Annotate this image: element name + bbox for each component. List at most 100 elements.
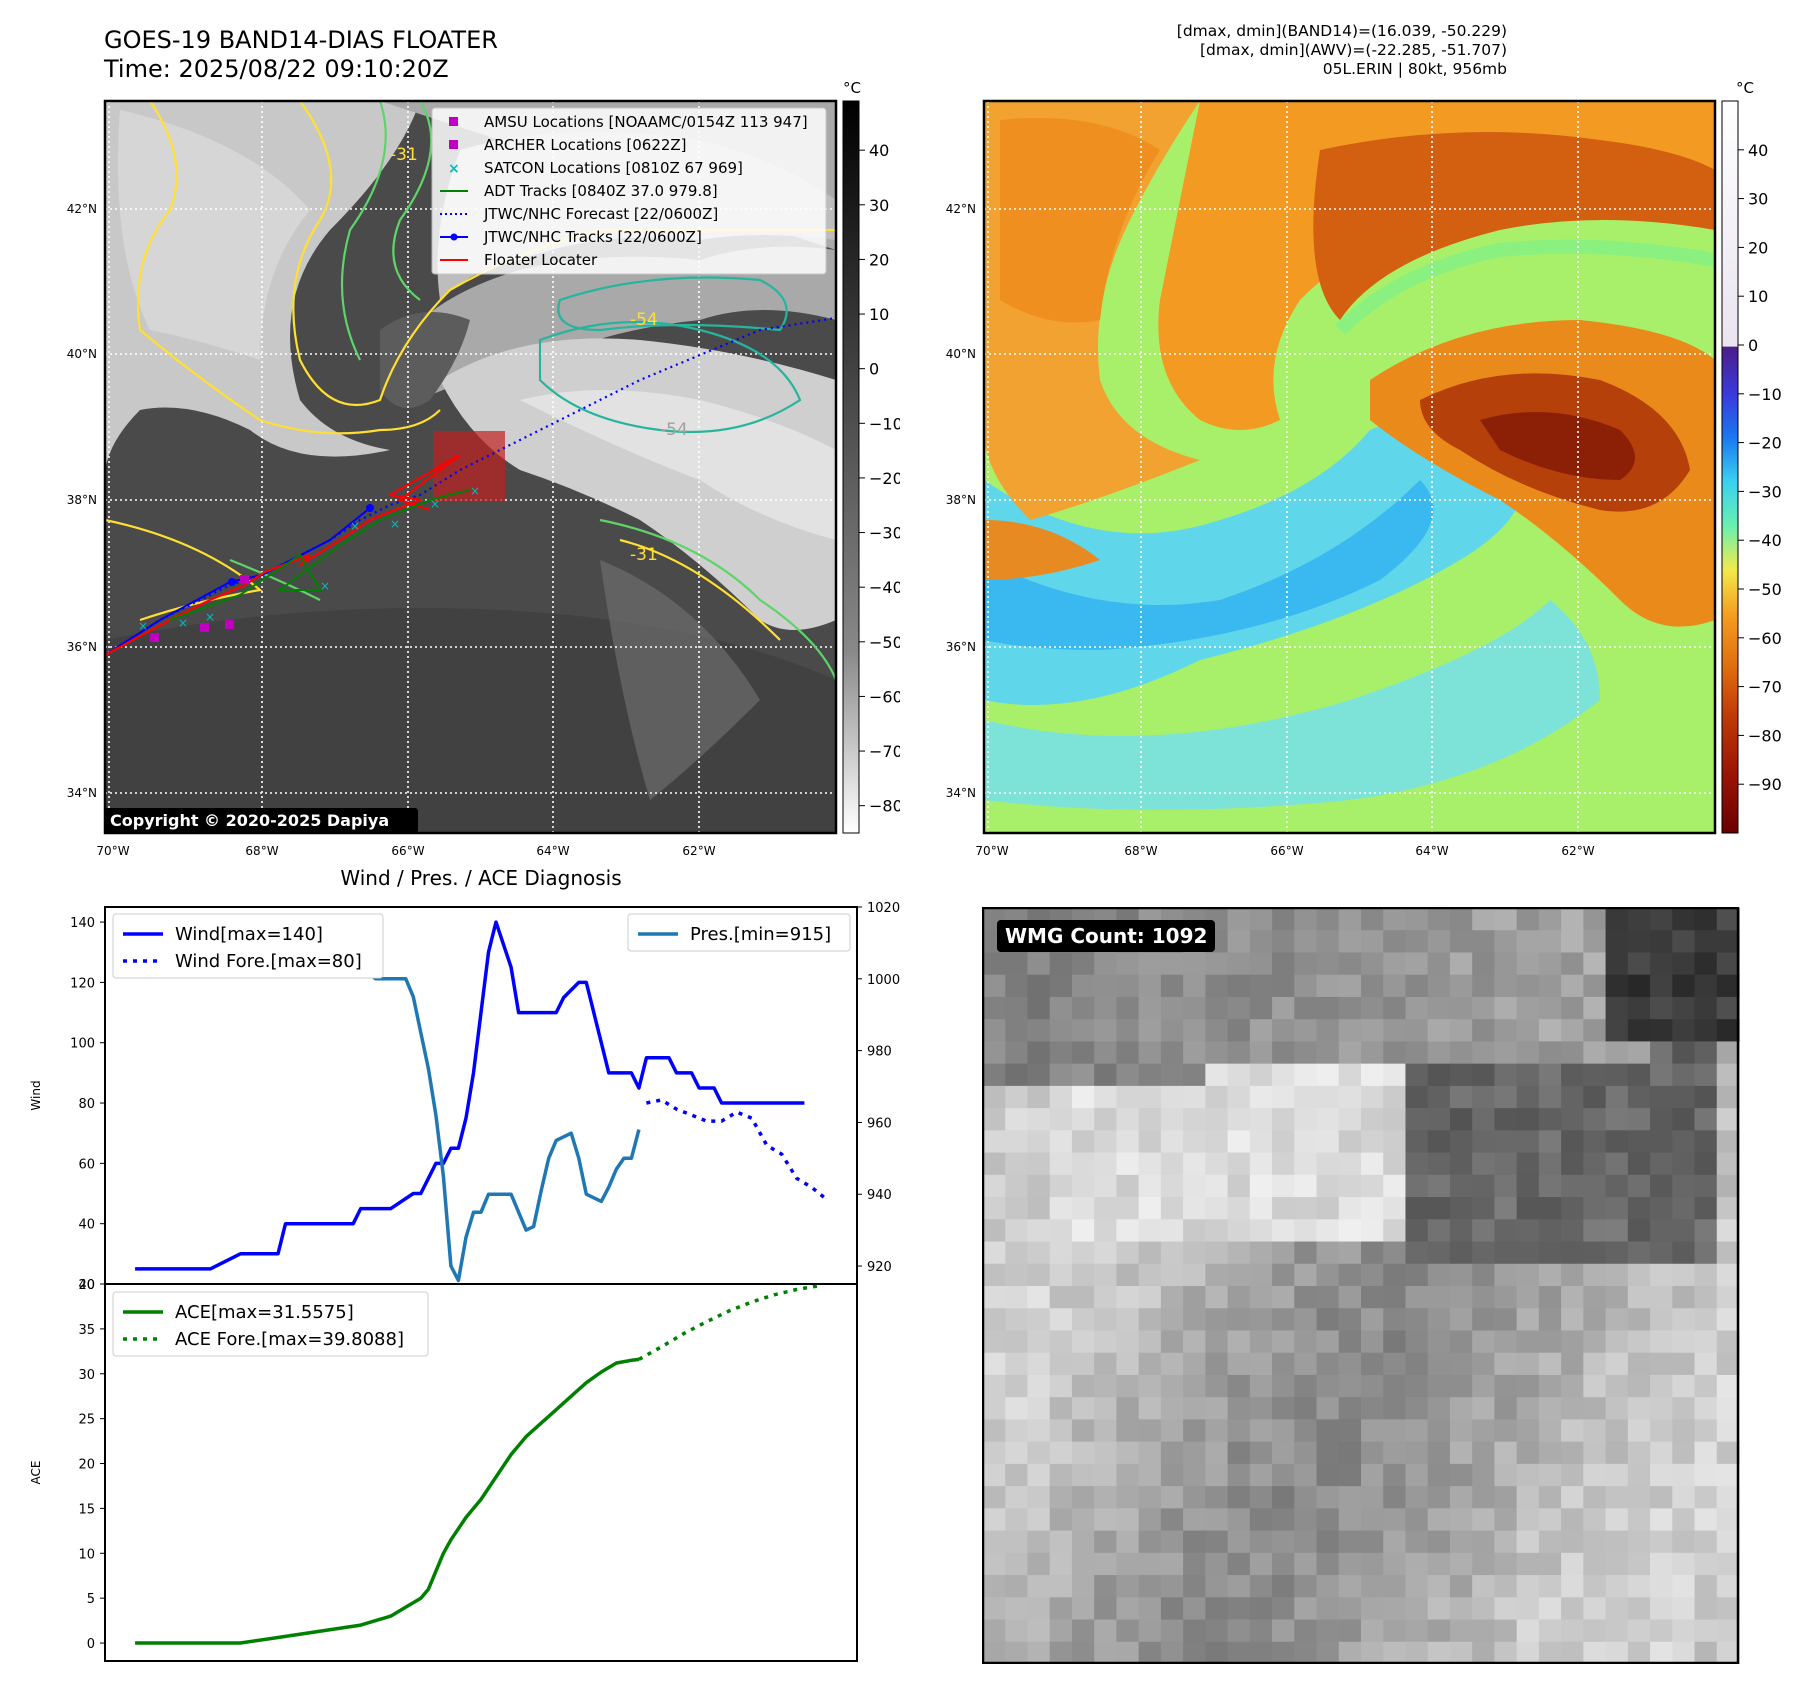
windAxes-ytick-right-4: 1000: [867, 973, 900, 988]
figure-title: GOES-19 BAND14-DIAS FLOATER Time: 2025/0…: [104, 26, 498, 84]
awv-map-panel: 42°N 40°N 38°N 36°N 34°N 70°W 68°W 66°W …: [946, 79, 1782, 858]
awvCbTicks-tick-11: −70: [1748, 678, 1782, 697]
legend-label-3: ADT Tracks [0840Z 37.0 979.8]: [484, 182, 718, 200]
svg-text:×: ×: [205, 610, 215, 624]
ir-lon-70: 70°W: [96, 844, 129, 858]
wmg-imagery: [983, 908, 1740, 1664]
windAxes-series-0: [135, 920, 805, 1271]
irCbTicks-tick-1: 30: [869, 196, 889, 215]
ir-gridlines: [105, 101, 836, 833]
ir-lon-68: 68°W: [245, 844, 278, 858]
wind-pressure-axes: 2040608010012014092094096098010001020Pre…: [29, 901, 900, 1293]
ir-map-panel: -31 -54 -31 -54 × × × × × × × × Copyright © 2…: [67, 79, 900, 858]
windAxes-ytick-1: 40: [78, 1218, 95, 1233]
legend-entry-6: Floater Locater: [440, 251, 598, 269]
irCbTicks-tick-3: 10: [869, 305, 889, 324]
ir-lon-64: 64°W: [536, 844, 569, 858]
ir-lon-labels: 70°W 68°W 66°W 64°W 62°W: [96, 844, 715, 858]
info-line-3: 05L.ERIN | 80kt, 956mb: [1322, 60, 1507, 78]
title-line-2: Time: 2025/08/22 09:10:20Z: [104, 55, 449, 83]
legend-entry-0: AMSU Locations [NOAAMC/0154Z 113 947]: [449, 113, 808, 131]
amsu-archer-points: [150, 575, 249, 642]
satcon-points: × × × × × × × ×: [138, 484, 480, 633]
info-line-2: [dmax, dmin](AWV)=(-22.285, -51.707): [1200, 41, 1507, 59]
ace-axes: 0 5 10 15 20 25 30 35 40 ACE ACE[max=31.5575] ACE F…: [29, 1278, 858, 1662]
awv-imagery: [984, 101, 1715, 833]
awv-lon-64: 64°W: [1415, 844, 1448, 858]
irCbTicks-tick-8: −40: [869, 578, 900, 597]
svg-text:×: ×: [470, 484, 480, 498]
ir-lat-38: 38°N: [67, 493, 97, 507]
ir-lat-40: 40°N: [67, 347, 97, 361]
windAxes-legend-1: Wind Fore.[max=80]: [175, 951, 362, 972]
aceAxes-series-0: [135, 1357, 640, 1645]
awv-lon-68: 68°W: [1124, 844, 1157, 858]
irCbTicks-tick-11: −70: [869, 742, 900, 761]
ir-colorbar-unit: °C: [843, 79, 861, 97]
aceAxes-ytick-6: 30: [78, 1368, 95, 1383]
awvCbTicks-tick-0: 40: [1748, 141, 1768, 160]
windAxes-ytick-6: 140: [70, 916, 95, 931]
floater-track: [105, 454, 461, 656]
aceAxes-legend-1: ACE Fore.[max=39.8088]: [175, 1329, 404, 1350]
awvCbTicks-tick-10: −60: [1748, 629, 1782, 648]
awvCbTicks-tick-7: −30: [1748, 482, 1782, 501]
legend-entry-1: ARCHER Locations [0622Z]: [449, 136, 687, 154]
svg-text:×: ×: [320, 579, 330, 593]
aceAxes-ytick-5: 25: [78, 1413, 95, 1428]
windAxes-ytick-right-5: 1020: [867, 901, 900, 916]
wmg-count-badge: WMG Count: 1092: [997, 920, 1216, 952]
aceAxes-ytick-4: 20: [78, 1458, 95, 1473]
awv-lon-62: 62°W: [1561, 844, 1594, 858]
irCbTicks-tick-9: −50: [869, 633, 900, 652]
awv-gridlines: [984, 101, 1715, 833]
windAxes-ytick-4: 100: [70, 1037, 95, 1052]
windAxes-legend-0: Pres.[min=915]: [690, 924, 831, 945]
legend-entry-3: ADT Tracks [0840Z 37.0 979.8]: [440, 182, 718, 200]
awv-colorbar-ticks: 40 30 20 10 0 −10 −20 −30 −40 −50 −60 −70 −80 −90: [1738, 141, 1782, 794]
irCbTicks-tick-7: −30: [869, 524, 900, 543]
ir-lat-labels: 42°N 40°N 38°N 36°N 34°N: [67, 202, 97, 800]
awv-lat-40: 40°N: [946, 347, 976, 361]
ir-colorbar: [842, 100, 860, 834]
awv-colorbar-unit: °C: [1736, 79, 1754, 97]
wmg-panel: [982, 907, 1740, 1664]
awvCbTicks-tick-9: −50: [1748, 580, 1782, 599]
contour-label-1: -31: [390, 145, 418, 165]
windAxes-ytick-right-0: 920: [867, 1260, 892, 1275]
ir-lon-66: 66°W: [391, 844, 424, 858]
aceAxes-ytick-8: 40: [78, 1278, 95, 1293]
chart-title: Wind / Pres. / ACE Diagnosis: [340, 866, 622, 890]
aceAxes-ytick-3: 15: [78, 1502, 95, 1517]
aceAxes-ytick-2: 10: [78, 1547, 95, 1562]
awvCbTicks-tick-12: −80: [1748, 726, 1782, 745]
windAxes-ytick-0: 20: [78, 1278, 95, 1293]
awv-lat-38: 38°N: [946, 493, 976, 507]
svg-text:×: ×: [350, 519, 360, 533]
info-line-1: [dmax, dmin](BAND14)=(16.039, -50.229): [1176, 22, 1507, 40]
irCbTicks-tick-10: −60: [869, 687, 900, 706]
awv-lon-66: 66°W: [1270, 844, 1303, 858]
awvCbTicks-tick-2: 20: [1748, 238, 1768, 257]
awv-lat-42: 42°N: [946, 202, 976, 216]
svg-text:×: ×: [448, 161, 460, 177]
contour-label-3: -31: [630, 545, 658, 565]
ir-colorbar-ticks: 40 30 20 10 0 −10 −20 −30 −40 −50 −60 −70 −80: [859, 141, 900, 816]
forecast-track: [105, 316, 836, 656]
awvCbTicks-tick-5: −10: [1748, 385, 1782, 404]
awvCbTicks-tick-6: −20: [1748, 434, 1782, 453]
windAxes-ytick-5: 120: [70, 976, 95, 991]
jtwc-track-points: [228, 504, 374, 586]
aceAxes-series-1: [638, 1284, 820, 1361]
svg-text:×: ×: [430, 497, 440, 511]
windAxes-series-1: [646, 1098, 828, 1201]
aceAxes-ytick-1: 5: [87, 1592, 95, 1607]
info-block: [dmax, dmin](BAND14)=(16.039, -50.229) […: [1177, 22, 1507, 79]
ir-lat-36: 36°N: [67, 640, 97, 654]
contour-label-2: -54: [630, 310, 658, 330]
legend-entry-2: × SATCON Locations [0810Z 67 969]: [448, 159, 743, 177]
windAxes-ytick-2: 60: [78, 1157, 95, 1172]
awv-lat-labels: 42°N 40°N 38°N 36°N 34°N: [946, 202, 976, 800]
title-line-1: GOES-19 BAND14-DIAS FLOATER: [104, 26, 498, 54]
irCbTicks-tick-0: 40: [869, 141, 889, 160]
